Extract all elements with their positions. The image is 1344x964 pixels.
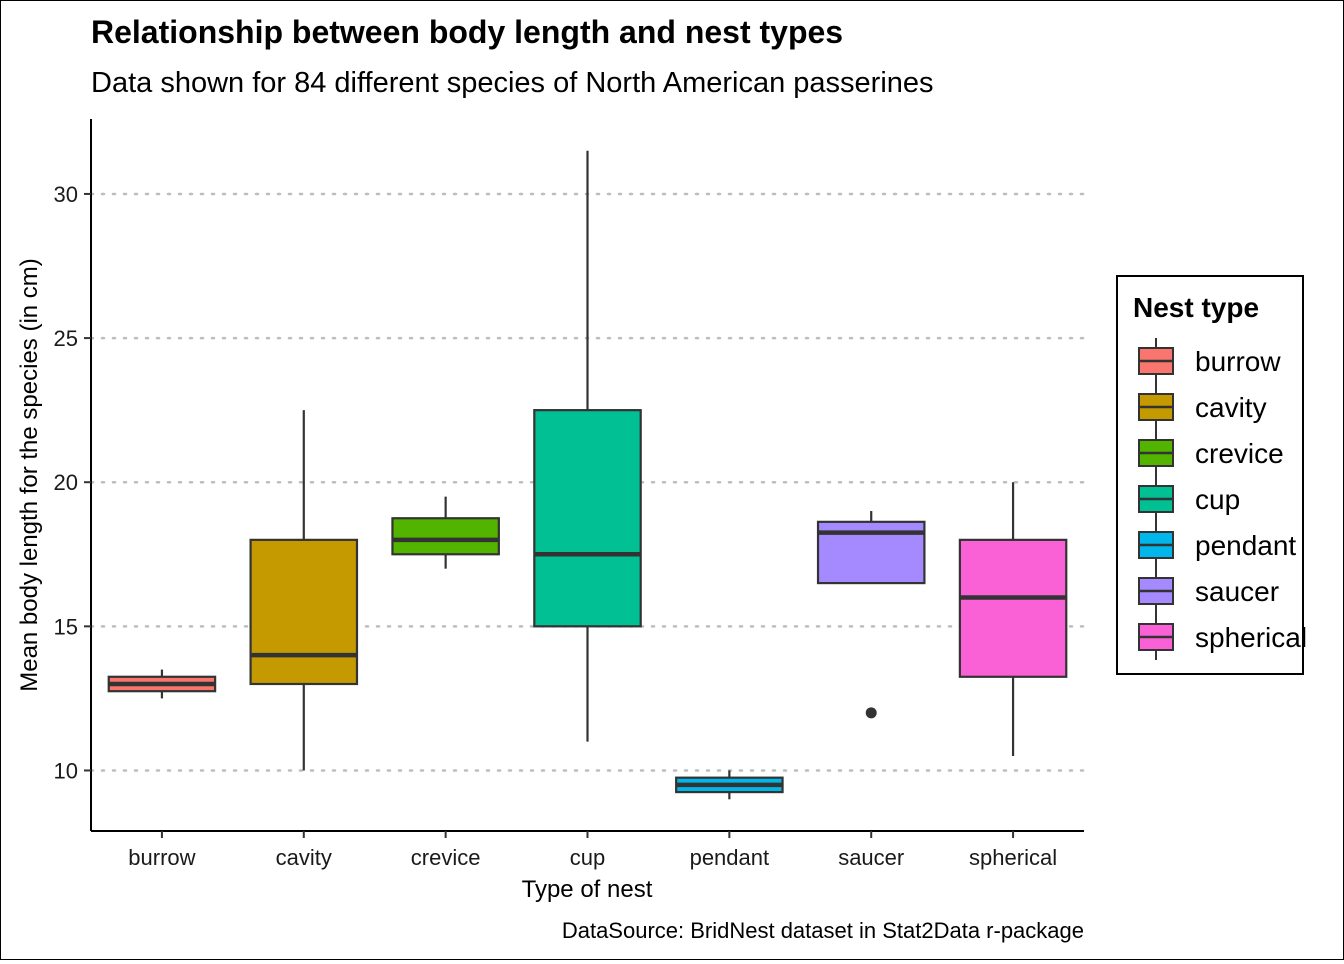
legend-box [1116, 275, 1304, 675]
x-tick-label-crevice: crevice [411, 845, 481, 870]
x-axis-title: Type of nest [522, 876, 653, 903]
y-tick-label: 10 [54, 758, 78, 783]
box-iqr [958, 538, 1068, 678]
x-tick-label-pendant: pendant [690, 845, 770, 870]
outlier-point [865, 707, 877, 719]
legend: Nest type burrow cavity crevice cup pendant s… [1116, 275, 1307, 675]
y-tick-label: 25 [54, 326, 78, 351]
boxes [107, 150, 1068, 800]
legend-label: spherical [1195, 622, 1307, 653]
legend-item-saucer: saucer [1138, 568, 1279, 614]
y-tick-label: 20 [54, 470, 78, 495]
x-axis-ticks: burrow cavity crevice cup pendant saucer spher… [128, 831, 1057, 870]
y-axis-title: Mean body length for the species (in cm) [16, 258, 43, 692]
legend-item-spherical: spherical [1138, 614, 1307, 660]
x-tick-label-burrow: burrow [128, 845, 195, 870]
legend-label: cup [1195, 484, 1240, 515]
box-iqr [249, 538, 359, 686]
x-tick-label-saucer: saucer [838, 845, 904, 870]
chart-title: Relationship between body length and nes… [91, 14, 843, 50]
box-spherical [958, 482, 1068, 757]
legend-items: burrow cavity crevice cup pendant saucer spher… [1138, 338, 1307, 660]
chart-caption: DataSource: BridNest dataset in Stat2Dat… [562, 918, 1084, 943]
box-iqr [391, 517, 500, 556]
box-crevice [391, 496, 500, 569]
legend-item-burrow: burrow [1138, 338, 1281, 384]
x-tick-label-spherical: spherical [969, 845, 1057, 870]
legend-label: burrow [1195, 346, 1281, 377]
legend-label: saucer [1195, 576, 1279, 607]
chart-subtitle: Data shown for 84 different species of N… [91, 67, 934, 99]
y-tick-label: 30 [54, 182, 78, 207]
y-axis-ticks: 10 15 20 25 30 [54, 182, 91, 783]
legend-title: Nest type [1133, 292, 1259, 323]
y-tick-label: 15 [54, 614, 78, 639]
legend-item-cup: cup [1138, 476, 1240, 522]
box-cup [533, 150, 642, 742]
box-iqr [533, 409, 642, 628]
legend-item-crevice: crevice [1138, 430, 1284, 476]
x-tick-label-cavity: cavity [276, 845, 332, 870]
legend-item-cavity: cavity [1138, 384, 1267, 430]
legend-label: crevice [1195, 438, 1284, 469]
x-tick-label-cup: cup [570, 845, 605, 870]
box-saucer [816, 511, 926, 719]
box-burrow [107, 669, 217, 699]
box-pendant [675, 770, 784, 800]
legend-item-pendant: pendant [1138, 522, 1296, 568]
box-cavity [249, 410, 359, 771]
legend-label: cavity [1195, 392, 1267, 423]
legend-label: pendant [1195, 530, 1296, 561]
